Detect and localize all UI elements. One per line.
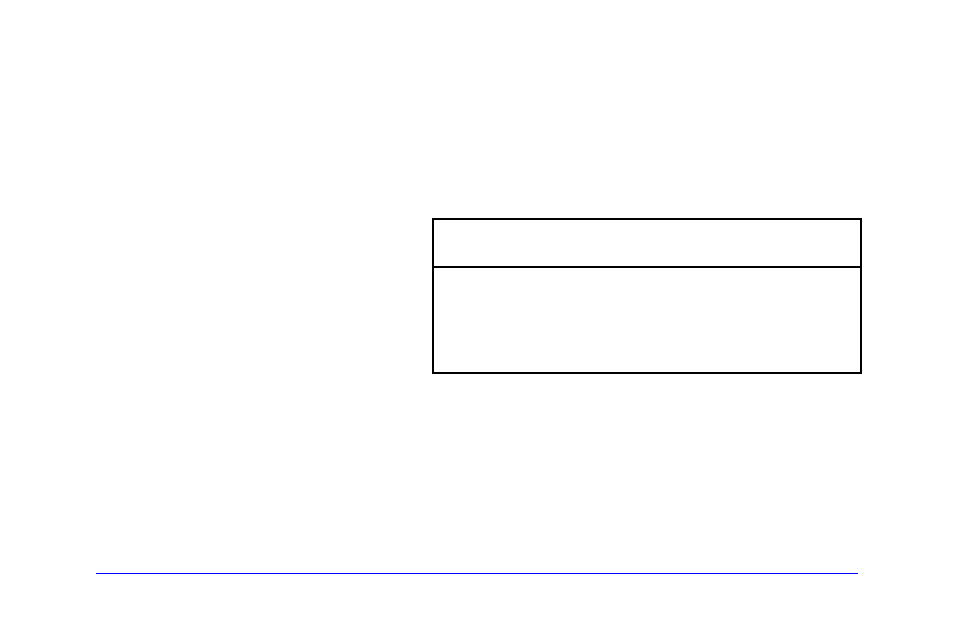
class-box [432,218,862,374]
horizontal-rule [96,573,858,574]
class-box-divider [432,266,862,268]
